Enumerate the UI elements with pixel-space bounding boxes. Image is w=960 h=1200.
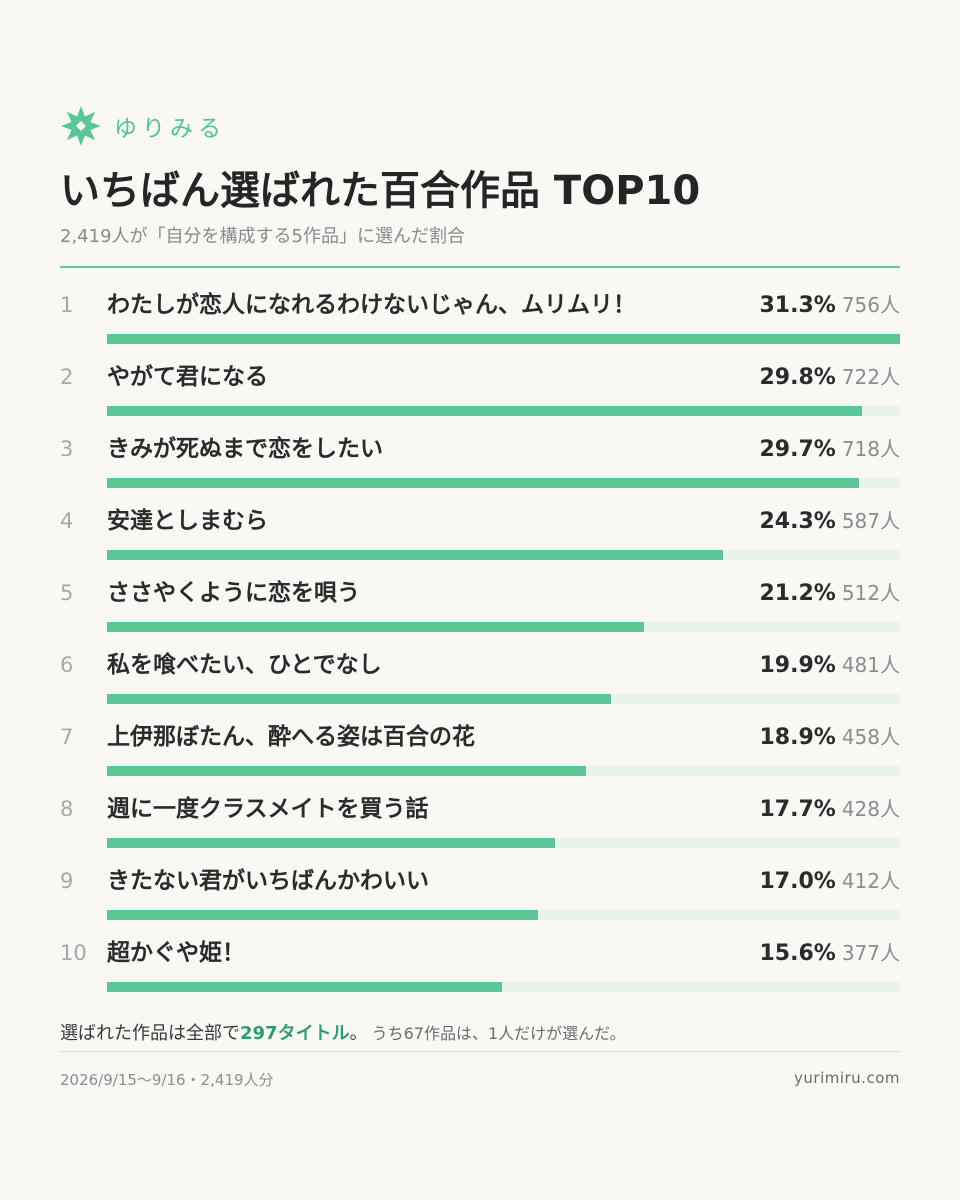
- vote-stat: 29.8% 722人: [759, 362, 900, 392]
- count-label: 481人: [841, 653, 900, 677]
- work-title: 安達としまむら: [107, 508, 268, 534]
- rank-number: 2: [60, 365, 74, 389]
- count-label: 512人: [841, 581, 900, 605]
- percent-label: 24.3%: [759, 509, 836, 534]
- bar-track: [107, 622, 900, 632]
- site-url: yurimiru.com: [794, 1069, 900, 1087]
- summary-note-highlight: 297タイトル: [240, 1023, 350, 1044]
- page-subtitle: 2,419人が「自分を構成する5作品」に選んだ割合: [60, 226, 465, 247]
- work-title: きみが死ぬまで恋をしたい: [107, 436, 383, 462]
- bar-track: [107, 838, 900, 848]
- bar-track: [107, 406, 900, 416]
- footer-divider: [60, 1051, 900, 1052]
- vote-stat: 31.3% 756人: [759, 290, 900, 320]
- bar-track: [107, 550, 900, 560]
- page-title: いちばん選ばれた百合作品 TOP10: [60, 168, 701, 214]
- vote-stat: 18.9% 458人: [759, 722, 900, 752]
- percent-label: 31.3%: [759, 293, 836, 318]
- bar-track: [107, 766, 900, 776]
- bar: [107, 982, 503, 992]
- count-label: 412人: [841, 869, 900, 893]
- work-title: 超かぐや姫！: [107, 940, 245, 966]
- rank-number: 4: [60, 509, 74, 533]
- work-title: 私を喰べたい、ひとでなし: [107, 652, 382, 678]
- vote-stat: 17.7% 428人: [759, 794, 900, 824]
- bar: [107, 478, 860, 488]
- percent-label: 29.8%: [759, 365, 836, 390]
- vote-stat: 15.6% 377人: [759, 938, 900, 968]
- rank-number: 1: [60, 293, 74, 317]
- percent-label: 17.0%: [759, 869, 836, 894]
- bar: [107, 838, 556, 848]
- bar-track: [107, 910, 900, 920]
- percent-label: 17.7%: [759, 797, 836, 822]
- summary-note-prefix: 選ばれた作品は全部で: [60, 1023, 240, 1044]
- vote-stat: 17.0% 412人: [759, 866, 900, 896]
- summary-note-suffix: 。: [349, 1023, 368, 1044]
- count-label: 718人: [841, 437, 900, 461]
- bar: [107, 910, 538, 920]
- bar: [107, 550, 723, 560]
- rank-number: 8: [60, 797, 74, 821]
- work-title: わたしが恋人になれるわけないじゃん、ムリムリ！: [107, 292, 636, 318]
- bar: [107, 406, 862, 416]
- bar: [107, 766, 586, 776]
- vote-stat: 21.2% 512人: [759, 578, 900, 608]
- rank-number: 7: [60, 725, 74, 749]
- work-title: やがて君になる: [107, 364, 268, 390]
- rank-number: 6: [60, 653, 74, 677]
- percent-label: 21.2%: [759, 581, 836, 606]
- vote-stat: 29.7% 718人: [759, 434, 900, 464]
- count-label: 587人: [841, 509, 900, 533]
- work-title: 上伊那ぼたん、酔へる姿は百合の花: [107, 724, 475, 750]
- count-label: 377人: [841, 941, 900, 965]
- work-title: 週に一度クラスメイトを買う話: [107, 796, 429, 822]
- bar: [107, 334, 900, 344]
- work-title: ささやくように恋を唄う: [107, 580, 360, 606]
- rank-number: 9: [60, 869, 74, 893]
- count-label: 756人: [841, 293, 900, 317]
- percent-label: 19.9%: [759, 653, 836, 678]
- bar-track: [107, 694, 900, 704]
- count-label: 722人: [841, 365, 900, 389]
- rank-number: 3: [60, 437, 74, 461]
- summary-note: 選ばれた作品は全部で297タイトル。 うち67作品は、1人だけが選んだ。: [60, 1019, 626, 1045]
- work-title: きたない君がいちばんかわいい: [107, 868, 429, 894]
- rank-number: 5: [60, 581, 74, 605]
- vote-stat: 24.3% 587人: [759, 506, 900, 536]
- rank-number: 10: [60, 941, 87, 965]
- count-label: 428人: [841, 797, 900, 821]
- percent-label: 15.6%: [759, 941, 836, 966]
- summary-note-detail: うち67作品は、1人だけが選んだ。: [371, 1024, 626, 1043]
- bar: [107, 694, 612, 704]
- bar-track: [107, 982, 900, 992]
- count-label: 458人: [841, 725, 900, 749]
- bar: [107, 622, 645, 632]
- bar-track: [107, 334, 900, 344]
- survey-period: 2026/9/15〜9/16・2,419人分: [60, 1071, 274, 1089]
- vote-stat: 19.9% 481人: [759, 650, 900, 680]
- brand-name: ゆりみる: [114, 116, 226, 142]
- percent-label: 18.9%: [759, 725, 836, 750]
- bar-track: [107, 478, 900, 488]
- lily-flower-icon: [61, 106, 101, 146]
- percent-label: 29.7%: [759, 437, 836, 462]
- header-divider: [60, 266, 900, 268]
- brand-logo: ゆりみる: [60, 104, 226, 148]
